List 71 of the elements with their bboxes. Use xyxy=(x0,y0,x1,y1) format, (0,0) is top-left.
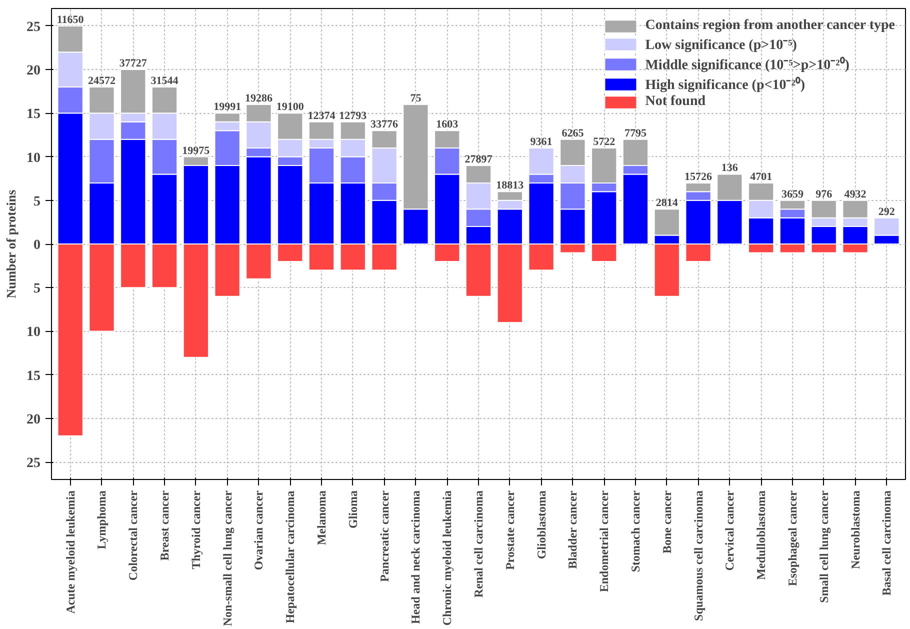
x-tick-label: Neuroblastoma xyxy=(848,490,862,569)
annotation: 19286 xyxy=(244,92,273,104)
annotation: 31544 xyxy=(150,75,179,87)
x-tick-label: Bone cancer xyxy=(660,490,674,554)
legend-label: Contains region from another cancer type xyxy=(645,18,895,34)
annotation: 19975 xyxy=(182,144,210,157)
x-tick-label: Acute myeloid leukemia xyxy=(63,490,78,614)
x-tick-label: Chronic myeloid leukemia xyxy=(440,490,454,626)
annotation: 136 xyxy=(721,162,738,174)
annotation: 292 xyxy=(878,206,896,218)
annotation: 6265 xyxy=(562,127,584,140)
annotation: 5722 xyxy=(593,136,616,148)
annotation: 4701 xyxy=(750,170,772,183)
x-tick-label: Small cell lung cancer xyxy=(816,490,831,603)
x-tick-label: Medulloblastoma xyxy=(754,490,768,580)
x-tick-label: Cervical cancer xyxy=(722,490,737,571)
annotation: 12793 xyxy=(339,110,368,122)
x-tick-label: Ovarian cancer xyxy=(252,490,266,570)
legend-label: Low significance (p>10⁻⁵) xyxy=(645,37,797,54)
annotation: 19991 xyxy=(214,101,242,114)
y-tick-label: 5 xyxy=(34,194,40,210)
x-tick-label: Breast cancer xyxy=(158,490,172,561)
x-tick-label: Melanoma xyxy=(314,490,329,546)
x-tick-label: Basal cell carcinoma xyxy=(880,490,894,596)
x-tick-label: Esophageal cancer xyxy=(785,490,800,586)
annotation: 75 xyxy=(410,92,422,104)
y-tick-label: 10 xyxy=(26,325,40,340)
annotation: 2814 xyxy=(656,197,678,210)
annotation: 7795 xyxy=(624,127,647,140)
y-tick-label: 20 xyxy=(26,64,40,79)
annotation: 24572 xyxy=(88,75,116,87)
x-tick-label: Squamous cell carcinoma xyxy=(691,490,706,621)
annotation: 15726 xyxy=(684,170,713,183)
x-tick-label: Head and neck carcinoma xyxy=(408,490,423,624)
x-tick-label: Glioma xyxy=(346,490,360,528)
x-tick-label: Endometrial cancer xyxy=(597,490,612,592)
x-tick-label: Bladder cancer xyxy=(566,490,580,569)
x-tick-label: Prostate cancer xyxy=(502,490,517,570)
y-tick-label: 10 xyxy=(26,150,40,166)
y-axis-title: Number of proteins xyxy=(4,190,18,298)
annotation: 3659 xyxy=(781,188,804,200)
annotation: 19100 xyxy=(276,101,304,114)
annotation: 12374 xyxy=(308,110,336,122)
x-tick-label: Hepatocellular carcinoma xyxy=(283,490,298,624)
x-tick-label: Non-small cell lung cancer xyxy=(220,490,234,626)
y-tick-label: 25 xyxy=(26,456,40,472)
annotation: 976 xyxy=(816,188,833,200)
x-tick-label: Stomach cancer xyxy=(628,490,642,572)
annotation: 9361 xyxy=(530,136,552,148)
y-tick-label: 25 xyxy=(26,20,40,35)
y-tick-label: 15 xyxy=(26,107,40,122)
x-tick-label: Glioblastoma xyxy=(534,490,548,560)
annotation: 11650 xyxy=(56,14,84,26)
annotation: 37727 xyxy=(119,58,148,70)
x-tick-label: Pancreatic cancer xyxy=(377,490,392,582)
annotation: 33776 xyxy=(370,118,399,131)
x-tick-label: Lymphoma xyxy=(94,490,109,550)
legend-label: Not found xyxy=(645,94,706,110)
annotation: 27897 xyxy=(464,154,493,166)
legend-label: Middle significance (10⁻⁵>p>10⁻²⁰) xyxy=(645,56,850,74)
legend-label: High significance (p<10⁻²⁰) xyxy=(645,76,806,94)
x-tick-label: Thyroid cancer xyxy=(188,490,203,570)
y-tick-label: 20 xyxy=(26,412,40,428)
y-tick-label: 5 xyxy=(34,282,40,297)
y-tick-label: 0 xyxy=(34,238,40,253)
x-tick-label: Colorectal cancer xyxy=(126,490,140,581)
x-tick-label: Renal cell carcinoma xyxy=(472,490,486,598)
annotation: 4932 xyxy=(844,188,867,200)
y-tick-label: 15 xyxy=(26,368,40,384)
annotation: 1603 xyxy=(436,118,459,131)
annotation: 18813 xyxy=(496,180,524,192)
